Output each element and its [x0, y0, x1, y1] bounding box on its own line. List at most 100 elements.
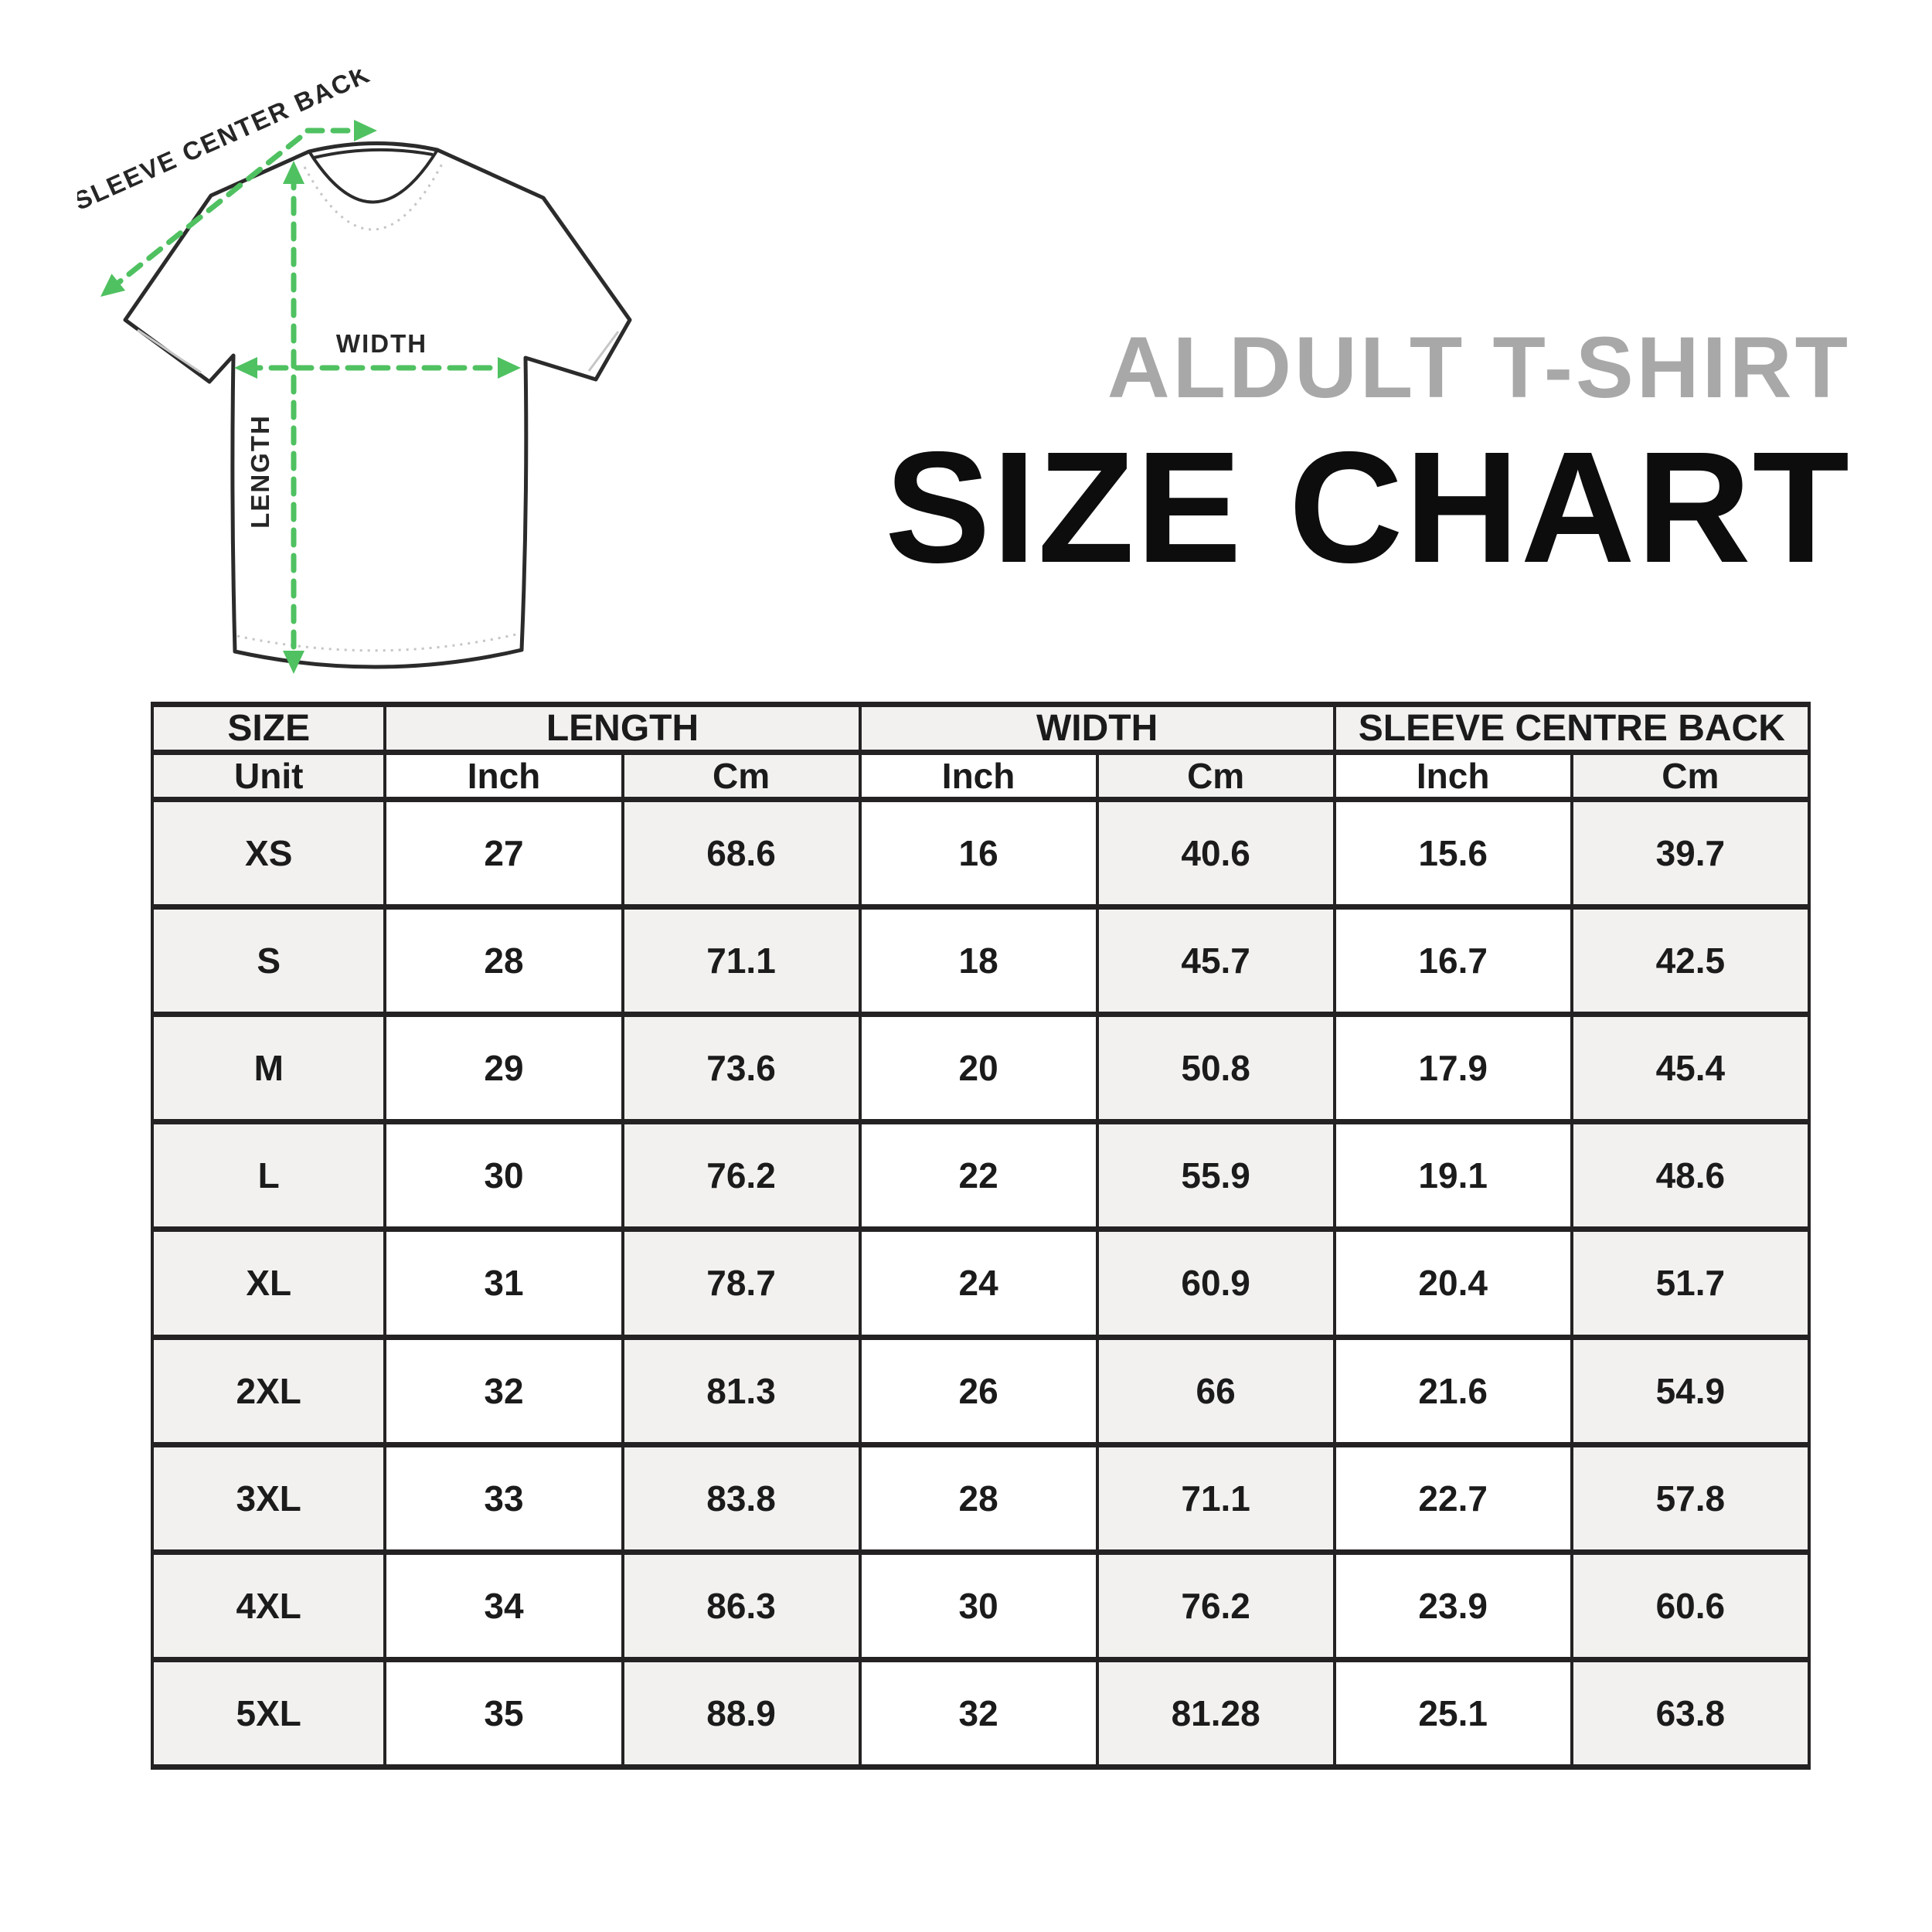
- measurement-cell: 45.7: [1095, 904, 1336, 1018]
- measurement-cell: 40.6: [1095, 796, 1336, 910]
- measurement-cell: 66: [1095, 1334, 1336, 1447]
- measurement-cell: 71.1: [621, 904, 862, 1018]
- tshirt-outline: [123, 141, 632, 669]
- size-cell: 5XL: [150, 1656, 387, 1770]
- measurement-cell: 27: [383, 796, 624, 910]
- size-table: SIZE LENGTH WIDTH SLEEVE CENTRE BACK Uni…: [150, 702, 1811, 1770]
- unit-cell: Inch: [858, 750, 1099, 802]
- measurement-cell: 60.9: [1095, 1226, 1336, 1340]
- measurement-cell: 54.9: [1570, 1334, 1811, 1447]
- measurement-cell: 78.7: [621, 1226, 862, 1340]
- measurement-cell: 20.4: [1332, 1226, 1573, 1340]
- measurement-cell: 32: [858, 1656, 1099, 1770]
- tshirt-measurement-diagram: WIDTH LENGTH SLEEVE CENTER BACK: [77, 70, 696, 688]
- length-arrow-top-icon: [283, 161, 304, 184]
- measurement-cell: 28: [383, 904, 624, 1018]
- size-cell: XS: [150, 796, 387, 910]
- table-row: S 28 71.1 18 45.7 16.7 42.5: [150, 904, 1811, 1018]
- measurement-cell: 30: [858, 1549, 1099, 1662]
- size-cell: L: [150, 1119, 387, 1233]
- measurement-cell: 71.1: [1095, 1441, 1336, 1555]
- measurement-cell: 76.2: [1095, 1549, 1336, 1662]
- unit-cell: Cm: [621, 750, 862, 802]
- measurement-cell: 16: [858, 796, 1099, 910]
- table-row: M 29 73.6 20 50.8 17.9 45.4: [150, 1012, 1811, 1125]
- width-label: WIDTH: [336, 329, 427, 358]
- column-header-sleeve: SLEEVE CENTRE BACK: [1332, 702, 1811, 755]
- measurement-cell: 60.6: [1570, 1549, 1811, 1662]
- column-header-size: SIZE: [150, 702, 387, 755]
- sleeve-arrow-right-icon: [354, 120, 377, 141]
- measurement-cell: 26: [858, 1334, 1099, 1447]
- measurement-cell: 45.4: [1570, 1012, 1811, 1125]
- measurement-cell: 29: [383, 1012, 624, 1125]
- measurement-cell: 17.9: [1332, 1012, 1573, 1125]
- table-row: 3XL 33 83.8 28 71.1 22.7 57.8: [150, 1441, 1811, 1555]
- measurement-cell: 22: [858, 1119, 1099, 1233]
- width-arrow-right-icon: [498, 357, 521, 379]
- size-cell: S: [150, 904, 387, 1018]
- column-header-width: WIDTH: [858, 702, 1336, 755]
- measurement-cell: 57.8: [1570, 1441, 1811, 1555]
- size-table-body: XS 27 68.6 16 40.6 15.6 39.7 S 28 71.1 18 45.7 16.7 4…: [150, 796, 1811, 1770]
- measurement-cell: 42.5: [1570, 904, 1811, 1018]
- measurement-cell: 35: [383, 1656, 624, 1770]
- table-row: 4XL 34 86.3 30 76.2 23.9 60.6: [150, 1549, 1811, 1662]
- measurement-cell: 33: [383, 1441, 624, 1555]
- measurement-cell: 55.9: [1095, 1119, 1336, 1233]
- column-header-length: LENGTH: [383, 702, 862, 755]
- unit-label-cell: Unit: [150, 750, 387, 802]
- measurement-cell: 48.6: [1570, 1119, 1811, 1233]
- measurement-cell: 32: [383, 1334, 624, 1447]
- measurement-cell: 18: [858, 904, 1099, 1018]
- measurement-cell: 88.9: [621, 1656, 862, 1770]
- measurement-cell: 15.6: [1332, 796, 1573, 910]
- subtitle: ALDULT T-SHIRT: [1107, 319, 1851, 416]
- unit-cell: Inch: [1332, 750, 1573, 802]
- length-label: LENGTH: [246, 414, 274, 529]
- page-title: SIZE CHART: [885, 419, 1851, 596]
- unit-cell: Cm: [1570, 750, 1811, 802]
- length-arrow-bottom-icon: [283, 651, 304, 674]
- table-row: XL 31 78.7 24 60.9 20.4 51.7: [150, 1226, 1811, 1340]
- sleeve-measure-diagonal: [111, 134, 303, 289]
- tshirt-diagram-svg: WIDTH LENGTH SLEEVE CENTER BACK: [77, 70, 632, 674]
- measurement-cell: 25.1: [1332, 1656, 1573, 1770]
- measurement-cell: 73.6: [621, 1012, 862, 1125]
- unit-cell: Cm: [1095, 750, 1336, 802]
- measurement-cell: 86.3: [621, 1549, 862, 1662]
- group-header-row: SIZE LENGTH WIDTH SLEEVE CENTRE BACK: [150, 702, 1811, 755]
- measurement-cell: 63.8: [1570, 1656, 1811, 1770]
- measurement-cell: 83.8: [621, 1441, 862, 1555]
- collar-band-line: [313, 148, 434, 159]
- width-arrow-left-icon: [234, 357, 257, 379]
- measurement-cell: 81.28: [1095, 1656, 1336, 1770]
- measurement-cell: 34: [383, 1549, 624, 1662]
- measurement-cell: 31: [383, 1226, 624, 1340]
- measurement-cell: 16.7: [1332, 904, 1573, 1018]
- table-row: XS 27 68.6 16 40.6 15.6 39.7: [150, 796, 1811, 910]
- measurement-cell: 76.2: [621, 1119, 862, 1233]
- measurement-cell: 81.3: [621, 1334, 862, 1447]
- measurement-cell: 51.7: [1570, 1226, 1811, 1340]
- size-cell: M: [150, 1012, 387, 1125]
- front-neckline: [308, 148, 439, 204]
- measurement-cell: 50.8: [1095, 1012, 1336, 1125]
- table-row: L 30 76.2 22 55.9 19.1 48.6: [150, 1119, 1811, 1233]
- unit-cell: Inch: [383, 750, 624, 802]
- measurement-cell: 24: [858, 1226, 1099, 1340]
- right-cuff-seam: [587, 331, 620, 372]
- size-cell: 3XL: [150, 1441, 387, 1555]
- title-block: ALDULT T-SHIRT SIZE CHART: [885, 325, 1851, 587]
- size-cell: 4XL: [150, 1549, 387, 1662]
- size-cell: 2XL: [150, 1334, 387, 1447]
- left-cuff-seam: [137, 328, 202, 374]
- measurement-cell: 22.7: [1332, 1441, 1573, 1555]
- measurement-cell: 20: [858, 1012, 1099, 1125]
- measurement-cell: 21.6: [1332, 1334, 1573, 1447]
- table-row: 5XL 35 88.9 32 81.28 25.1 63.8: [150, 1656, 1811, 1770]
- table-row: 2XL 32 81.3 26 66 21.6 54.9: [150, 1334, 1811, 1447]
- measurement-cell: 23.9: [1332, 1549, 1573, 1662]
- size-cell: XL: [150, 1226, 387, 1340]
